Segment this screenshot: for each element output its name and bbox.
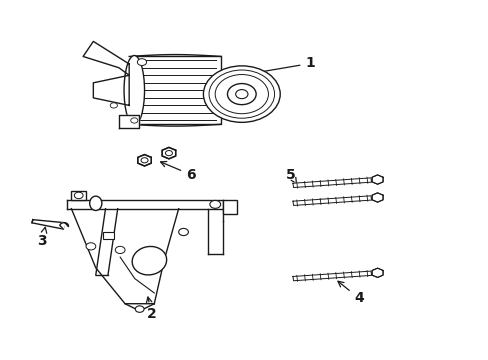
Circle shape xyxy=(235,90,247,99)
Text: 6: 6 xyxy=(160,162,195,182)
Circle shape xyxy=(209,201,220,208)
Polygon shape xyxy=(119,115,139,128)
Polygon shape xyxy=(103,232,114,239)
Circle shape xyxy=(86,243,96,250)
Polygon shape xyxy=(93,75,129,105)
Polygon shape xyxy=(292,271,371,281)
Polygon shape xyxy=(371,193,382,202)
Circle shape xyxy=(74,192,83,199)
Circle shape xyxy=(135,306,144,312)
Polygon shape xyxy=(32,220,65,229)
Polygon shape xyxy=(292,178,371,188)
Circle shape xyxy=(137,59,146,66)
Ellipse shape xyxy=(89,196,102,211)
Polygon shape xyxy=(222,200,237,214)
Polygon shape xyxy=(71,191,86,200)
Circle shape xyxy=(178,228,188,235)
Circle shape xyxy=(227,84,256,105)
Text: 2: 2 xyxy=(146,297,157,321)
Ellipse shape xyxy=(124,55,144,125)
Polygon shape xyxy=(292,196,371,206)
Circle shape xyxy=(115,246,125,253)
Polygon shape xyxy=(162,147,175,159)
Polygon shape xyxy=(138,154,151,166)
Polygon shape xyxy=(371,175,382,184)
Text: 3: 3 xyxy=(37,227,47,248)
Polygon shape xyxy=(371,268,382,278)
Circle shape xyxy=(203,66,280,122)
Text: 4: 4 xyxy=(337,281,363,305)
Ellipse shape xyxy=(132,247,166,275)
Circle shape xyxy=(110,103,117,108)
Circle shape xyxy=(165,150,172,156)
Polygon shape xyxy=(134,57,221,124)
Circle shape xyxy=(215,75,268,114)
Text: 1: 1 xyxy=(250,57,315,75)
Polygon shape xyxy=(83,41,129,75)
Circle shape xyxy=(141,158,148,163)
Polygon shape xyxy=(60,223,68,229)
Text: 5: 5 xyxy=(285,168,296,184)
Circle shape xyxy=(209,70,274,118)
Circle shape xyxy=(130,118,138,123)
